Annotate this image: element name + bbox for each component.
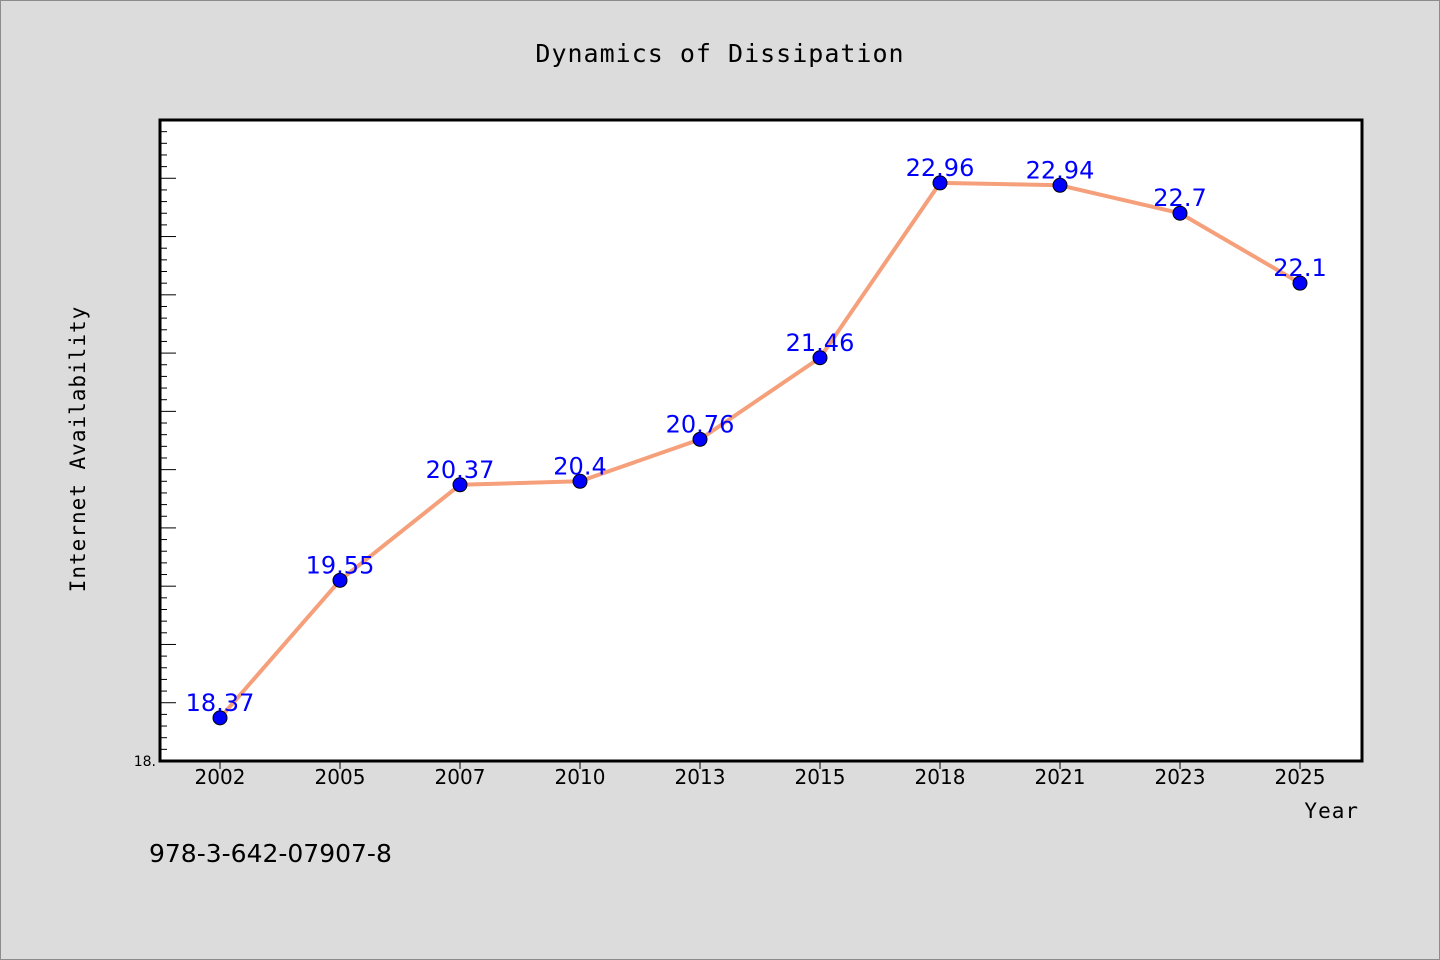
data-point bbox=[452, 477, 468, 493]
x-tick-label: 2023 bbox=[1155, 765, 1206, 789]
data-point bbox=[1292, 275, 1308, 291]
data-label: 20.4 bbox=[553, 452, 606, 480]
data-point bbox=[1172, 205, 1188, 221]
x-tick-label: 2005 bbox=[315, 765, 366, 789]
data-label: 22.96 bbox=[906, 154, 975, 182]
data-point bbox=[932, 175, 948, 191]
data-point bbox=[572, 473, 588, 489]
x-tick-label: 2007 bbox=[435, 765, 486, 789]
data-label: 22.94 bbox=[1026, 156, 1095, 184]
x-tick-label: 2015 bbox=[795, 765, 846, 789]
data-label: 22.7 bbox=[1153, 184, 1206, 212]
data-label: 22.1 bbox=[1273, 254, 1326, 282]
x-tick-label: 2025 bbox=[1275, 765, 1326, 789]
data-point bbox=[212, 710, 228, 726]
y-axis-label: Internet Availability bbox=[66, 306, 90, 593]
x-tick-label: 2010 bbox=[555, 765, 606, 789]
data-label: 19.55 bbox=[306, 551, 375, 579]
data-label: 20.76 bbox=[666, 410, 735, 438]
x-tick-label: 2021 bbox=[1035, 765, 1086, 789]
data-label: 20.37 bbox=[426, 456, 495, 484]
y-tick-label: 18. bbox=[134, 754, 156, 770]
y-axis-ticks: 18. bbox=[134, 131, 176, 770]
data-point bbox=[332, 572, 348, 588]
x-tick-label: 2018 bbox=[915, 765, 966, 789]
data-point bbox=[1052, 177, 1068, 193]
data-point bbox=[692, 431, 708, 447]
data-label: 18.37 bbox=[186, 689, 255, 717]
x-axis-label: Year bbox=[1304, 799, 1359, 823]
series-line bbox=[218, 180, 1302, 720]
x-axis-ticks: 2002 2005 2007 2010 2013 2015 2018 2021 2023 2025 bbox=[195, 761, 1326, 789]
data-series: 18.37 19.55 20.37 20.4 20.76 21.46 22.96 22.94 2… bbox=[186, 154, 1327, 726]
x-tick-label: 2002 bbox=[195, 765, 246, 789]
isbn-annotation: 978-3-642-07907-8 bbox=[149, 839, 392, 868]
plot-area bbox=[158, 118, 1364, 763]
data-label: 21.46 bbox=[786, 329, 855, 357]
chart-title: Dynamics of Dissipation bbox=[535, 39, 904, 68]
x-tick-label: 2013 bbox=[675, 765, 726, 789]
data-point bbox=[812, 350, 828, 366]
